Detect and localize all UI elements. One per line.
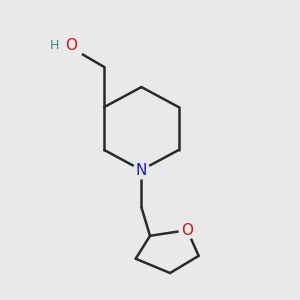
Text: O: O [181, 223, 193, 238]
Text: N: N [136, 163, 147, 178]
Text: O: O [65, 38, 77, 53]
Text: H: H [50, 39, 59, 52]
